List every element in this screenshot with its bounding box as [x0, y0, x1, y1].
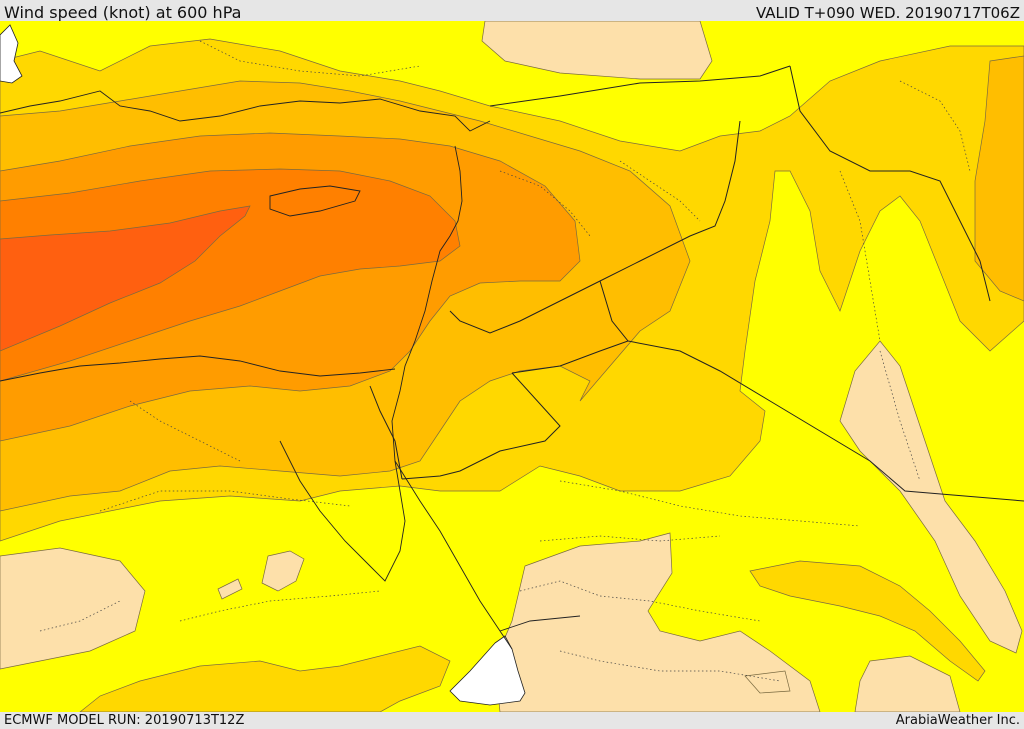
field-calm-west [0, 547, 146, 670]
field-calm-gulf-spot [744, 670, 791, 694]
wind-speed-map-canvas [0, 21, 1024, 712]
field-calm-north-top [481, 21, 713, 80]
sea-gap-red-sea [449, 635, 526, 706]
national-borders [369, 65, 1024, 502]
field-calm-sinai-spot [261, 550, 305, 592]
field-level3-east [974, 55, 1024, 302]
field-level2-gulf-band [749, 560, 986, 682]
footer-bar: ECMWF MODEL RUN: 20190713T12Z ArabiaWeat… [0, 712, 1024, 729]
field-level2-southwest [79, 645, 451, 712]
header-bar: Wind speed (knot) at 600 hPa VALID T+090… [0, 0, 1024, 22]
internal-boundaries [39, 40, 971, 682]
field-calm-spot-small [217, 578, 243, 600]
model-run-label: ECMWF MODEL RUN: 20190713T12Z [4, 713, 245, 728]
field-calm-gulf-strip [839, 340, 1023, 654]
field-calm-southeast [854, 655, 961, 712]
field-level5 [0, 168, 461, 382]
valid-time-label: VALID T+090 WED. 20190717T06Z [755, 4, 1020, 22]
chart-title: Wind speed (knot) at 600 hPa [4, 3, 242, 22]
sea-gap-aegean [0, 24, 23, 84]
credit-label: ArabiaWeather Inc. [895, 713, 1020, 728]
weather-map[interactable] [0, 21, 1024, 712]
field-level6-core [0, 205, 251, 352]
coastlines [0, 90, 581, 650]
